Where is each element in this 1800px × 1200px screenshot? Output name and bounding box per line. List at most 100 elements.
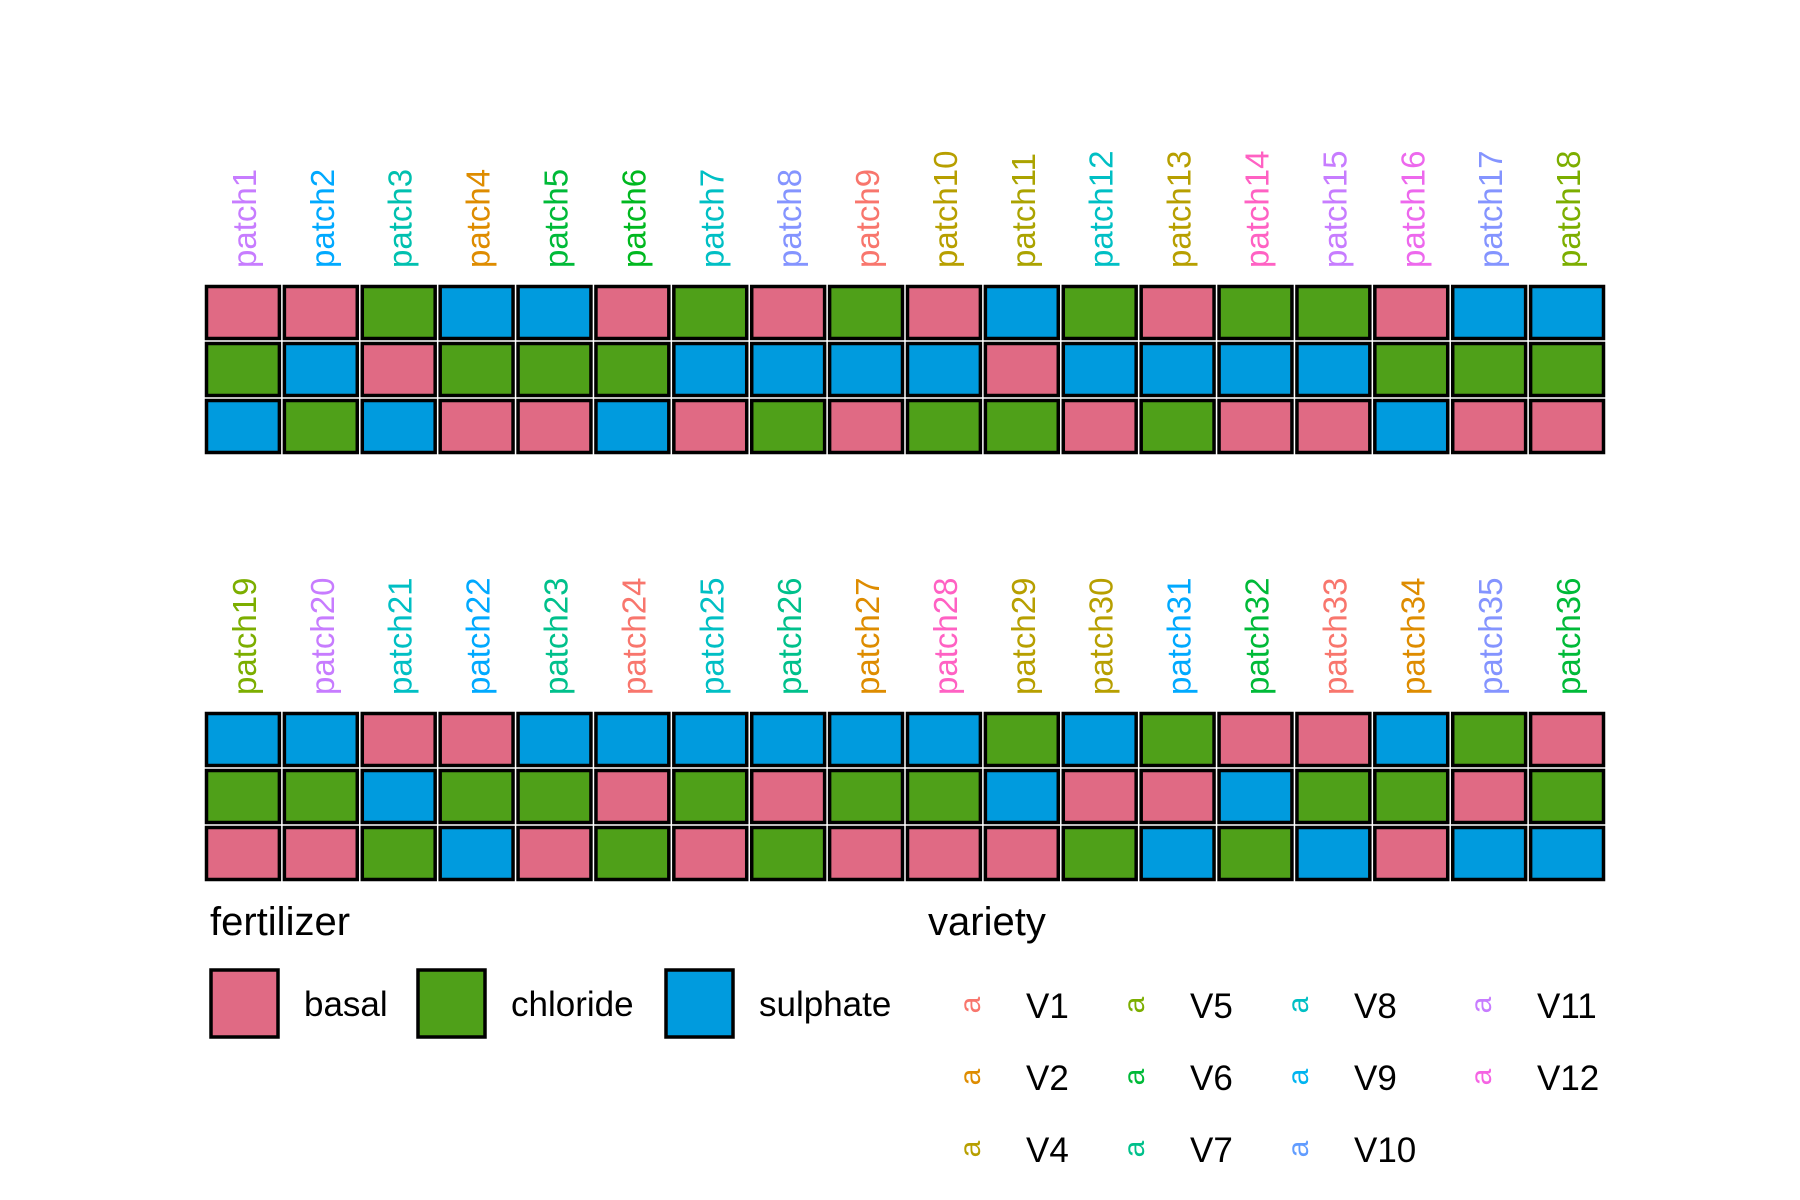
legend-key-glyph: a (1465, 996, 1498, 1013)
variety-legend-title: variety (928, 900, 1046, 944)
legend-label: basal (304, 985, 388, 1024)
plot-cell (1061, 284, 1138, 341)
legend-key-glyph: a (954, 1068, 987, 1085)
plot-cell (672, 341, 749, 398)
plot-cell (1139, 341, 1216, 398)
legend-label: V7 (1190, 1131, 1233, 1170)
plot-cell (1139, 825, 1216, 882)
plot-cell (1061, 711, 1138, 768)
plot-cell (360, 825, 437, 882)
plot-cell (1217, 768, 1294, 825)
patch-label: patch8 (771, 169, 808, 268)
plot-cell (1217, 711, 1294, 768)
plot-cell (1373, 398, 1450, 455)
legend-item-v6: a V6 (1118, 1059, 1233, 1098)
plot-cell (360, 341, 437, 398)
legend-item-v1: a V1 (954, 987, 1069, 1026)
plot-cell (1295, 768, 1372, 825)
legend-item-basal: basal (209, 968, 388, 1039)
panel-1: patch1 patch2 patch3 patch4 patch5 patch6 patc… (204, 151, 1606, 455)
plot-cell (1450, 711, 1528, 768)
plot-cell (282, 398, 360, 455)
plot-cell (1061, 825, 1138, 882)
legend-key-glyph: a (1118, 996, 1151, 1013)
legend-item-v12: a V12 (1465, 1059, 1599, 1098)
patch-label: patch27 (849, 578, 886, 695)
plot-cell (1373, 711, 1450, 768)
patch-label: patch31 (1161, 578, 1198, 695)
patch-label: patch22 (460, 578, 497, 695)
plot-cell (983, 768, 1061, 825)
legend-label: V9 (1354, 1059, 1397, 1098)
patch-label: patch26 (771, 578, 808, 695)
patch-label: patch30 (1083, 578, 1120, 695)
legend-item-v7: a V7 (1118, 1131, 1233, 1170)
legend-label: V1 (1026, 987, 1069, 1026)
plot-cell (1217, 284, 1294, 341)
plot-cell (438, 768, 515, 825)
plot-cell (204, 341, 282, 398)
legend-key (664, 968, 735, 1039)
plot-cell (905, 341, 983, 398)
plot-cell (672, 711, 749, 768)
plot-cell (1450, 341, 1528, 398)
patch-label: patch32 (1239, 578, 1276, 695)
plot-cell (360, 711, 437, 768)
plot-cell (983, 825, 1061, 882)
patch-label: patch15 (1316, 151, 1353, 268)
patch-label: patch7 (693, 169, 730, 268)
plot-cell (1450, 768, 1528, 825)
patch-label: patch28 (927, 578, 964, 695)
plot-cell (1139, 711, 1216, 768)
plot-cell (983, 711, 1061, 768)
plot-cell (1528, 284, 1606, 341)
plot-cell (204, 711, 282, 768)
plot-cell (905, 284, 983, 341)
patch-label: patch10 (927, 151, 964, 268)
plot-cell (1528, 341, 1606, 398)
plot-cell (749, 711, 827, 768)
plot-cell (1295, 711, 1372, 768)
plot-cell (827, 341, 905, 398)
plot-cell (672, 825, 749, 882)
plot-cell (672, 284, 749, 341)
plot-cell (827, 711, 905, 768)
plot-cell (438, 341, 515, 398)
legend-label: V8 (1354, 987, 1397, 1026)
plot-cell (1528, 398, 1606, 455)
patch-label: patch36 (1550, 578, 1587, 695)
plot-cell (983, 284, 1061, 341)
plot-cell (905, 825, 983, 882)
patch-label: patch1 (226, 169, 263, 268)
plot-cell (672, 398, 749, 455)
plot-cell (282, 284, 360, 341)
patch-label: patch14 (1239, 151, 1276, 268)
plot-cell (516, 284, 593, 341)
fertilizer-legend: fertilizer basal chloride sulphate (209, 900, 891, 1039)
plot-cell (438, 398, 515, 455)
plot-cell (1061, 768, 1138, 825)
patch-label: patch19 (226, 578, 263, 695)
plot-cell (1295, 284, 1372, 341)
patch-label: patch29 (1005, 578, 1042, 695)
patch-label: patch9 (849, 169, 886, 268)
legend-label: V6 (1190, 1059, 1233, 1098)
plot-cell (983, 398, 1061, 455)
patch-label: patch16 (1394, 151, 1431, 268)
legend-item-chloride: chloride (416, 968, 634, 1039)
plot-cell (360, 284, 437, 341)
legend-label: V4 (1026, 1131, 1069, 1170)
plot-cell (282, 825, 360, 882)
legend-key-glyph: a (954, 1140, 987, 1157)
legend-label: V11 (1537, 987, 1597, 1026)
plot-cell (672, 768, 749, 825)
plot-cell (827, 284, 905, 341)
plot-cell (1061, 398, 1138, 455)
plot-cell (1217, 341, 1294, 398)
legend-key-glyph: a (1282, 1140, 1315, 1157)
legend-label: chloride (511, 985, 634, 1024)
patch-label: patch35 (1472, 578, 1509, 695)
plot-cell (983, 341, 1061, 398)
plot-cell (360, 768, 437, 825)
patch-label: patch13 (1161, 151, 1198, 268)
